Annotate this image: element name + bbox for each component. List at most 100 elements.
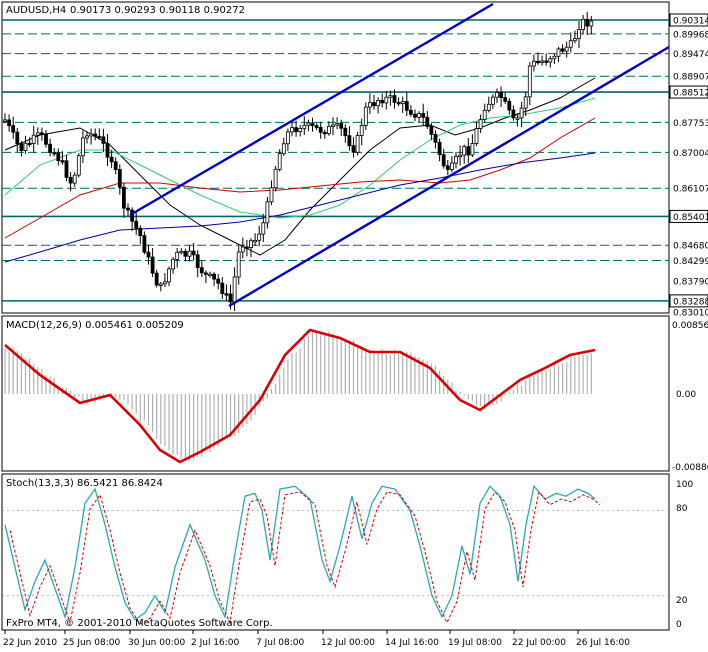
candle-body (44, 133, 48, 145)
candle-body (314, 125, 319, 128)
candle-body (519, 107, 524, 119)
candle-body (433, 133, 438, 143)
time-label: 14 Jul 16:00 (385, 638, 439, 648)
price-axis: 0.90314 0.89968 0.89474 0.88907 0.88512 0.877… (669, 13, 708, 319)
candle-body (52, 152, 57, 155)
candle-body (310, 122, 315, 127)
candle-body (203, 272, 208, 275)
stoch-tick-100: 100 (676, 480, 693, 490)
candle-body (470, 143, 475, 156)
candle-body (376, 99, 381, 107)
candle-body (31, 134, 36, 144)
time-label: 22 Jul 00:00 (512, 638, 566, 648)
candle-body (507, 100, 512, 111)
macd-indicator (4, 328, 596, 464)
candle-body (490, 96, 495, 105)
candle-body (105, 142, 110, 158)
price-box (669, 209, 708, 223)
candle-body (113, 161, 118, 170)
candle-body (585, 18, 590, 27)
price-tick-label: 0.88907 (673, 73, 708, 83)
ma-red-line (4, 117, 596, 239)
price-panel[interactable] (1, 1, 670, 314)
candle-body (195, 254, 200, 269)
price-tick-label: 0.83010 (673, 309, 708, 319)
symbol-label: AUDUSD,H4 (6, 5, 66, 16)
candle-body (499, 92, 504, 98)
candle-body (191, 250, 196, 256)
macd-tick-zero: 0.00 (676, 390, 696, 400)
candle-body (11, 125, 16, 133)
copyright-watermark: FxPro MT4, © 2001-2010 MetaQuotes Softwa… (6, 618, 273, 629)
time-axis: 22 Jun 2010 25 Jun 08:00 30 Jun 00:00 2 Jul… (3, 630, 630, 648)
candle-body (35, 132, 40, 136)
price-tick-label: 0.86107 (673, 185, 708, 195)
price-tick-label: 0.89474 (673, 50, 708, 60)
candle-body (261, 222, 266, 235)
candle-body (372, 102, 376, 107)
candle-body (482, 109, 487, 120)
candle-body (298, 127, 303, 133)
candle-body (208, 273, 212, 277)
candle-body (183, 250, 188, 257)
candle-body (290, 127, 294, 133)
candle-body (568, 40, 573, 48)
candle-body (220, 282, 225, 295)
macd-panel[interactable] (1, 315, 670, 472)
candle-body (7, 119, 11, 127)
candle-body (511, 109, 516, 119)
candle-body (437, 141, 442, 156)
time-label: 26 Jul 16:00 (576, 638, 630, 648)
candle-body (244, 246, 249, 249)
channel-upper-line[interactable] (129, 2, 494, 217)
candle-body (64, 160, 69, 178)
candle-body (72, 174, 77, 184)
candle-body (404, 101, 409, 111)
candle-body (294, 127, 299, 133)
candle-body (146, 251, 151, 258)
candle-body (527, 65, 532, 98)
candle-body (388, 95, 393, 98)
candle-body (249, 240, 253, 248)
candle-body (56, 152, 61, 162)
candle-body (351, 145, 356, 153)
candle-body (224, 293, 229, 296)
candle-body (417, 113, 422, 118)
candle-body (277, 153, 282, 170)
candle-body (236, 251, 241, 278)
candle-body (27, 142, 32, 146)
candle-body (68, 176, 73, 184)
candle-body (564, 46, 569, 52)
candle-body (138, 227, 143, 236)
candle-body (48, 143, 52, 153)
candle-body (359, 125, 364, 136)
candle-body (495, 92, 499, 98)
time-label: 19 Jul 08:00 (448, 638, 502, 648)
price-tick-label: 0.88512 (673, 89, 708, 99)
price-tick-label: 0.84299 (673, 257, 708, 267)
candle-body (89, 133, 93, 137)
stoch-main-line (4, 484, 596, 621)
candle-body (367, 102, 372, 108)
candle-body (158, 283, 163, 286)
price-tick-label: 0.89968 (673, 30, 708, 40)
stoch-panel[interactable] (1, 473, 670, 631)
candle-body (273, 168, 278, 189)
candle-body (154, 272, 159, 286)
price-tick-label: 0.83288 (673, 297, 708, 307)
candle-body (400, 101, 405, 104)
candle-body (425, 116, 430, 127)
candle-body (552, 55, 557, 60)
candle-body (421, 113, 426, 118)
price-box (669, 294, 708, 308)
candle-body (142, 235, 147, 253)
ma-green-line (4, 97, 596, 219)
price-tick-label: 0.87753 (673, 119, 708, 129)
price-tick-label: 0.84680 (673, 242, 708, 252)
channel-lower-line[interactable] (228, 45, 670, 308)
price-box (669, 13, 708, 27)
candle-body (81, 137, 85, 157)
candle-body (76, 155, 81, 176)
candle-body (126, 207, 130, 211)
candle-body (93, 133, 98, 137)
